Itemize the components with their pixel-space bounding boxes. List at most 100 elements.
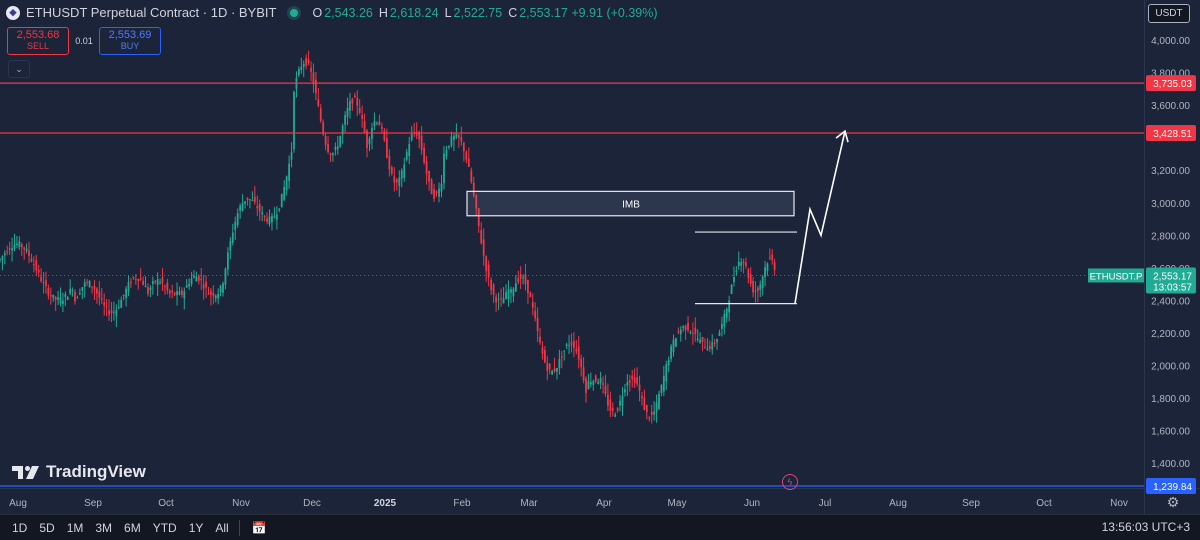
candle-body [643,397,646,411]
order-quantity[interactable]: 0.01 [75,36,93,46]
candle-body [453,135,455,140]
timeframe-1d[interactable]: 1D [12,520,28,535]
sell-button[interactable]: 2,553.68 SELL [7,27,69,55]
chart-area[interactable] [0,0,1144,488]
candle-body [353,95,356,98]
candle-body [582,367,585,381]
bottom-toolbar: 1D 5D 1M 3M 6M YTD 1Y All 📅 13:56:03 UTC… [0,514,1200,540]
candle-body [704,347,706,349]
candle-body [761,276,764,288]
candle-body [88,280,91,288]
candle-body [400,170,403,179]
candle-body [202,284,205,289]
candle-body [587,380,590,389]
candle-body [597,382,600,384]
candle-body [81,287,84,291]
candle-body [120,300,123,308]
candle-body [25,248,28,251]
candle-body [764,267,766,278]
timeframe-1y[interactable]: 1Y [188,520,204,535]
candle-body [93,286,96,290]
candle-body [300,66,303,70]
candle-body [139,278,142,280]
candle-body [718,332,721,336]
candle-body [677,331,680,333]
candle-body [609,399,612,411]
candle-body [8,248,11,250]
candle-body [460,137,463,142]
ohlc-open-label: O [312,5,323,20]
chevron-down-icon[interactable]: ⌄ [8,60,30,78]
candle-body [130,281,132,284]
candle-body [472,182,475,196]
candle-body [161,277,164,283]
candle-body [390,167,393,174]
candle-body [210,291,212,295]
timeframe-1m[interactable]: 1M [66,520,84,535]
candle-body [619,400,621,406]
timeframe-ytd[interactable]: YTD [152,520,177,535]
candle-body [6,251,9,253]
candle-body [708,345,711,349]
candle-body [127,282,130,292]
timeframe-3m[interactable]: 3M [95,520,113,535]
candle-body [490,279,493,291]
candle-body [445,150,448,157]
candle-body [193,275,195,278]
candle-body [293,91,295,150]
candle-body [611,407,614,411]
ohlc-close-label: C [508,5,518,20]
ohlc-close-value: 2,553.17 +9.91 (+0.39%) [519,5,658,20]
calendar-icon[interactable]: 📅 [251,520,267,535]
candle-body [115,309,118,316]
y-tick-label: 4,000.00 [1151,36,1190,47]
candle-body [395,179,398,183]
candle-body [694,327,697,334]
clock[interactable]: 13:56:03 UTC+3 [1101,520,1190,534]
candle-body [52,294,55,298]
candle-body [655,402,658,412]
candle-body [660,385,663,393]
lightning-icon[interactable]: ϟ [782,474,798,490]
candle-body [271,215,273,223]
candle-body [529,292,532,298]
candle-body [234,221,237,230]
candle-body [45,280,47,287]
x-tick-label: Jul [819,498,832,509]
symbol-title[interactable]: ETHUSDT Perpetual Contract · 1D · BYBIT [26,5,277,20]
candle-body [363,121,366,133]
chart-canvas: 4,000.00 3,800.00 3,600.00 3,200.00 3,000.00… [0,36,1196,509]
candle-body [721,323,723,329]
sell-price: 2,553.68 [16,29,60,41]
candle-body [110,310,113,314]
timeframe-5d[interactable]: 5D [39,520,55,535]
y-tick-label: 1,600.00 [1151,427,1190,438]
timeframe-6m[interactable]: 6M [124,520,141,535]
candle-body [285,176,288,190]
time-scale[interactable] [0,488,1144,515]
candle-body [505,291,507,299]
candle-body [71,290,74,292]
candle-body [280,193,283,208]
candle-body [229,241,232,251]
candle-body [745,262,747,267]
candle-body [747,269,750,278]
candle-body [701,336,704,342]
buy-button[interactable]: 2,553.69 BUY [99,27,161,55]
price-level-label: 1,239.84 [1153,482,1192,493]
candle-body [403,164,406,178]
currency-selector[interactable]: USDT [1148,4,1190,23]
candle-body [246,197,249,201]
candle-body [122,294,125,296]
candle-body [66,297,69,300]
candle-body [329,153,332,156]
candle-body [500,297,502,299]
candle-body [57,297,59,300]
candle-body [54,296,57,300]
timeframe-all[interactable]: All [215,520,229,535]
candle-body [207,293,210,295]
candle-body [723,313,726,327]
buy-price: 2,553.69 [108,29,152,41]
candle-body [450,136,453,146]
candle-body [558,359,561,369]
